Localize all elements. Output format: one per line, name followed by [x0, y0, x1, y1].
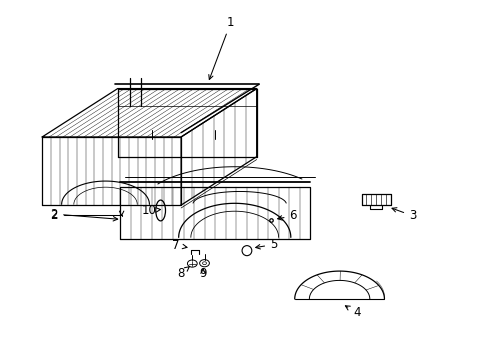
Circle shape [199, 260, 209, 267]
Circle shape [202, 262, 206, 265]
Text: 9: 9 [199, 267, 206, 280]
Text: 3: 3 [391, 208, 416, 222]
Text: 10: 10 [142, 204, 160, 217]
Text: 4: 4 [345, 306, 360, 319]
Ellipse shape [242, 246, 251, 256]
Ellipse shape [156, 200, 165, 221]
Text: 8: 8 [177, 266, 189, 280]
Text: 1: 1 [208, 16, 234, 80]
Circle shape [187, 260, 197, 267]
Text: 2: 2 [50, 209, 123, 222]
Text: 5: 5 [255, 238, 277, 251]
Text: 6: 6 [277, 210, 296, 222]
Text: 2: 2 [50, 208, 118, 221]
Text: 7: 7 [172, 239, 186, 252]
